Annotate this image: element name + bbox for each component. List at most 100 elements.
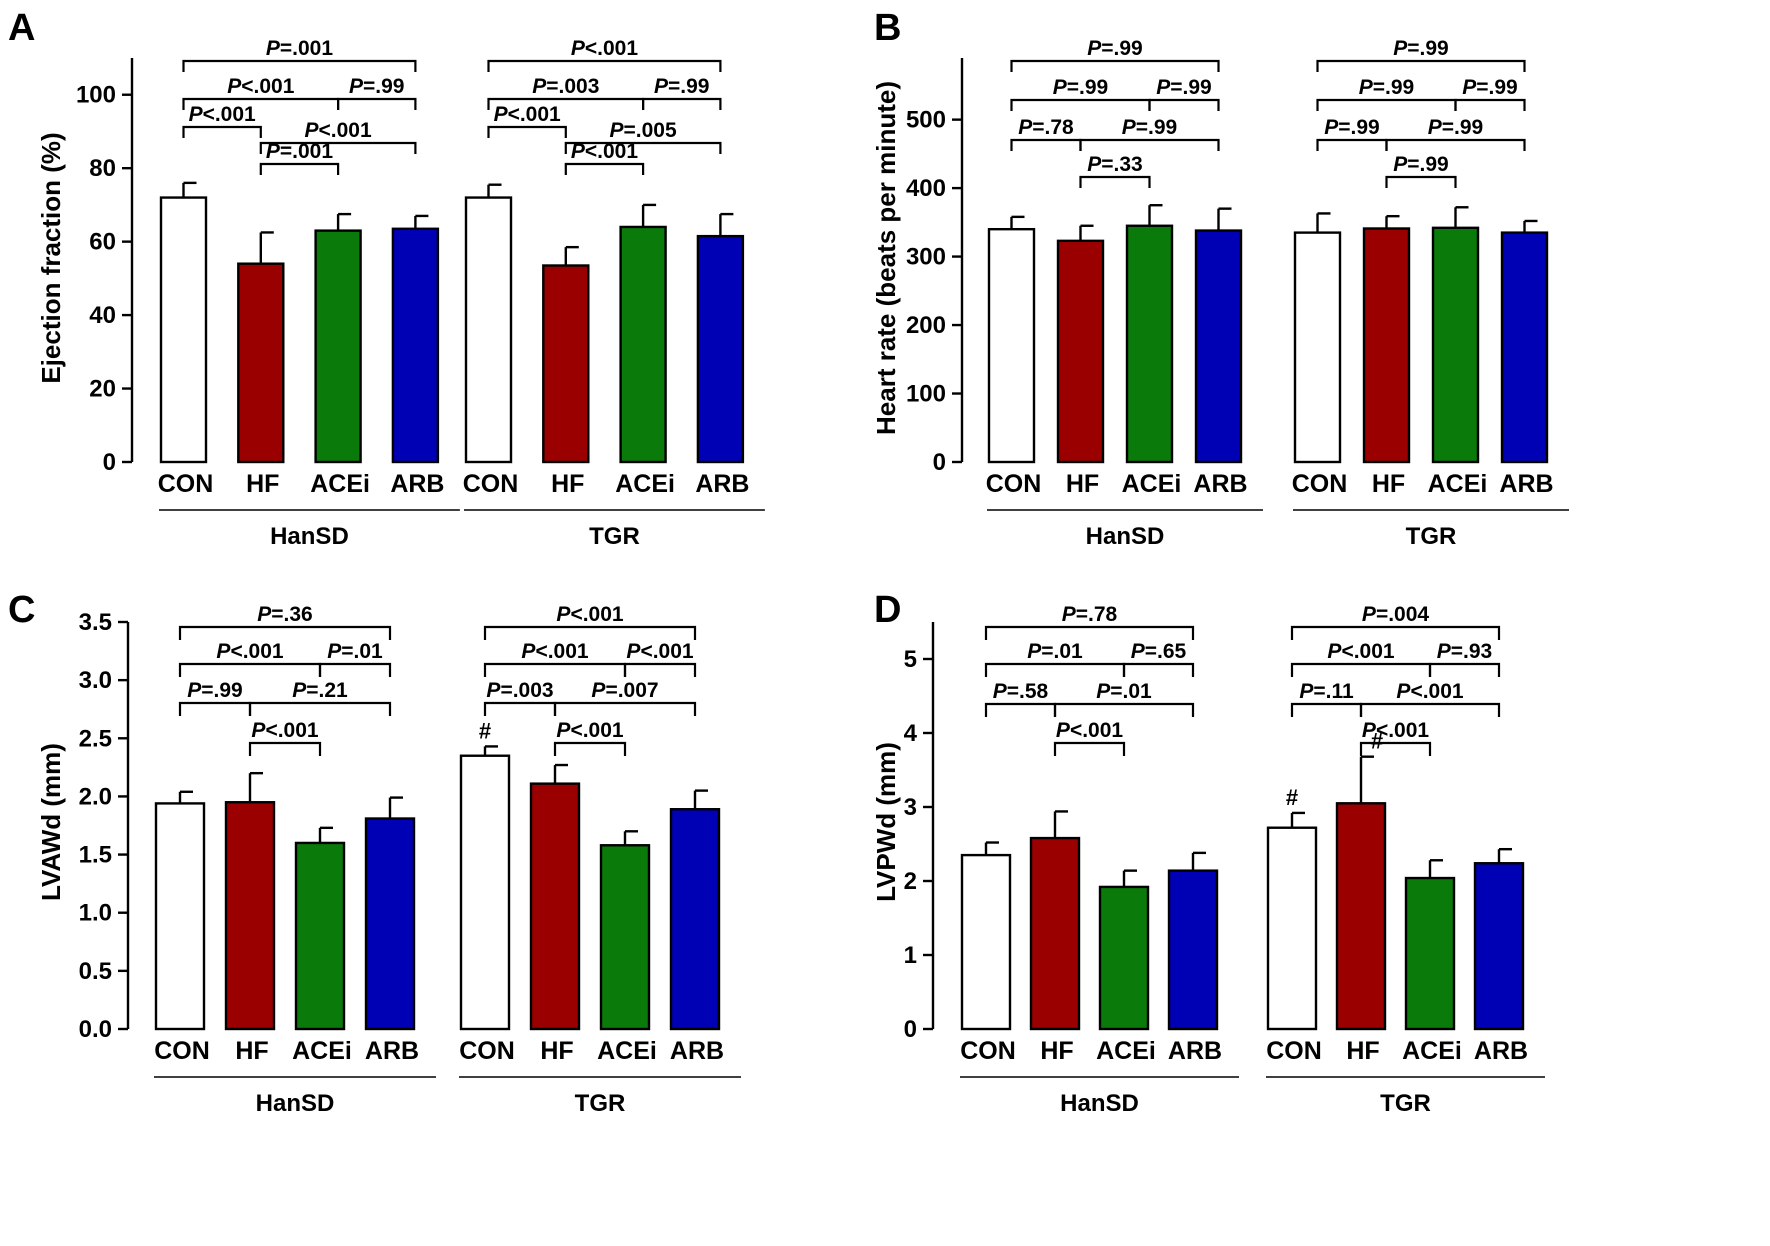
group-tgr: CON HF ACEi ARB TGR P=.99 P=.99 P=.99 P=.99 P=.99… (1292, 37, 1569, 550)
x-category-label: CON (154, 1037, 210, 1065)
x-category-label: CON (1292, 470, 1348, 498)
p-value-label: P=.78 (1018, 116, 1074, 139)
y-tick-label: 60 (89, 229, 116, 256)
p-value-label: P=.01 (1027, 640, 1083, 663)
comparison-bracket (1079, 138, 1220, 151)
comparison-bracket (1079, 175, 1151, 188)
bar-con (1293, 231, 1342, 464)
x-category-label: HF (540, 1037, 573, 1065)
bar-arb (1500, 231, 1549, 464)
x-category-label: ACEi (1096, 1037, 1156, 1065)
y-tick-label: 3.5 (79, 609, 112, 636)
comparison-bracket (1385, 175, 1457, 188)
bar-con (464, 196, 513, 464)
y-tick-label: 20 (89, 376, 116, 403)
p-value-label: P=.003 (486, 679, 553, 702)
p-value-label: P=.004 (1362, 603, 1429, 626)
comparison-bracket (984, 662, 1126, 677)
bar-arb (1194, 229, 1243, 464)
panel-letter: B (874, 7, 901, 49)
p-value-label: P=.93 (1437, 640, 1492, 663)
p-value-label: P=.99 (187, 679, 242, 702)
x-category-label: CON (960, 1037, 1016, 1065)
bar-arb (1473, 862, 1525, 1031)
comparison-bracket (1010, 98, 1151, 111)
group-label: HanSD (1086, 523, 1165, 550)
panel-a: A Ejection fraction (%) 0 20 40 60 80 100 CON HF A… (8, 7, 765, 550)
p-value-label: P=.78 (1062, 603, 1118, 626)
comparison-bracket (1122, 662, 1195, 677)
p-value-label: P<.001 (556, 603, 623, 626)
p-value-label: P<.001 (251, 719, 318, 742)
x-category-label: ACEi (1402, 1037, 1462, 1065)
y-tick-label: 2 (904, 868, 917, 895)
panel-c: C LVAWd (mm) 0.0 0.5 1.0 1.5 2.0 2.5 3.0 3.5 CON HF… (8, 589, 741, 1117)
bar-acei (599, 844, 651, 1031)
p-value-label: P<.001 (521, 640, 588, 663)
y-axis-label: Ejection fraction (%) (36, 132, 66, 383)
x-category-label: ARB (670, 1037, 724, 1065)
y-tick-label: 0.5 (79, 958, 112, 985)
y-axis-label: Heart rate (beats per minute) (871, 81, 901, 435)
group-label: HanSD (1060, 1090, 1139, 1117)
comparison-bracket (487, 59, 722, 72)
p-value-label: P=.99 (1156, 76, 1211, 99)
panel-b: B Heart rate (beats per minute) 0 100 200 300… (871, 7, 1569, 550)
y-tick-label: 40 (89, 302, 116, 329)
comparison-bracket (564, 141, 722, 154)
p-value-label: P=.005 (610, 119, 677, 142)
bar-con (960, 853, 1012, 1031)
x-category-label: ACEi (1428, 470, 1488, 498)
y-tick-label: 3 (904, 794, 917, 821)
y-tick-label: 80 (89, 155, 116, 182)
group-tgr: CON#HF#ACEi ARBTGRP=.11P<.001P<.001P<.001… (1266, 603, 1545, 1117)
x-category-label: ACEi (1122, 470, 1182, 498)
panel-letter: C (8, 589, 35, 631)
comparison-bracket (1385, 138, 1526, 151)
group-hansd: CON HF ACEi ARB HanSD P=.78 P=.33 P=.99 P=.99 P=.… (986, 37, 1263, 550)
comparison-bracket (1316, 98, 1457, 111)
y-tick-label: 0 (933, 449, 946, 476)
comparison-bracket (1148, 98, 1220, 111)
y-tick-label: 500 (906, 107, 946, 134)
p-value-label: P<.001 (216, 640, 283, 663)
bar-hf (1362, 227, 1411, 464)
group-hansd: CON HF ACEi ARBHanSDP<.001P=.001P<.001P<.00… (158, 37, 460, 550)
x-category-label: CON (1266, 1037, 1322, 1065)
y-tick-label: 300 (906, 244, 946, 271)
significance-mark: # (1371, 729, 1383, 754)
p-value-label: P=.99 (1087, 37, 1142, 60)
p-value-label: P<.001 (189, 103, 256, 126)
bar-hf (224, 801, 276, 1031)
y-tick-label: 3.0 (79, 667, 112, 694)
group-label: TGR (589, 523, 640, 550)
p-value-label: P=.99 (1359, 76, 1414, 99)
group-tgr: CON#HF ACEi ARBTGRP=.003P<.001P=.007P<.001… (459, 603, 741, 1117)
x-category-label: HF (1040, 1037, 1073, 1065)
p-value-label: P<.001 (571, 140, 638, 163)
comparison-bracket (1359, 702, 1501, 717)
bar-acei (1125, 224, 1174, 464)
x-category-label: ARB (1193, 470, 1247, 498)
bar-acei (294, 841, 346, 1031)
p-value-label: P=.001 (266, 37, 333, 60)
bar-hf (1335, 802, 1387, 1031)
group-hansd: CON HF ACEi ARB HanSD P=.99 P<.001 P=.21 P<.001 P… (154, 603, 436, 1117)
p-value-label: P=.99 (1053, 76, 1108, 99)
comparison-bracket (564, 162, 645, 175)
comparison-bracket (553, 701, 697, 716)
x-category-label: ACEi (292, 1037, 352, 1065)
x-category-label: ARB (695, 470, 749, 498)
y-tick-label: 2.5 (79, 725, 112, 752)
significance-mark: # (1286, 785, 1298, 810)
comparison-bracket (259, 162, 340, 175)
comparison-bracket (178, 662, 322, 677)
p-value-label: P=.001 (266, 140, 333, 163)
group-label: HanSD (270, 523, 349, 550)
comparison-bracket (1359, 741, 1432, 756)
x-category-label: HF (1372, 470, 1405, 498)
y-tick-label: 0 (904, 1016, 917, 1043)
comparison-bracket (984, 625, 1195, 640)
